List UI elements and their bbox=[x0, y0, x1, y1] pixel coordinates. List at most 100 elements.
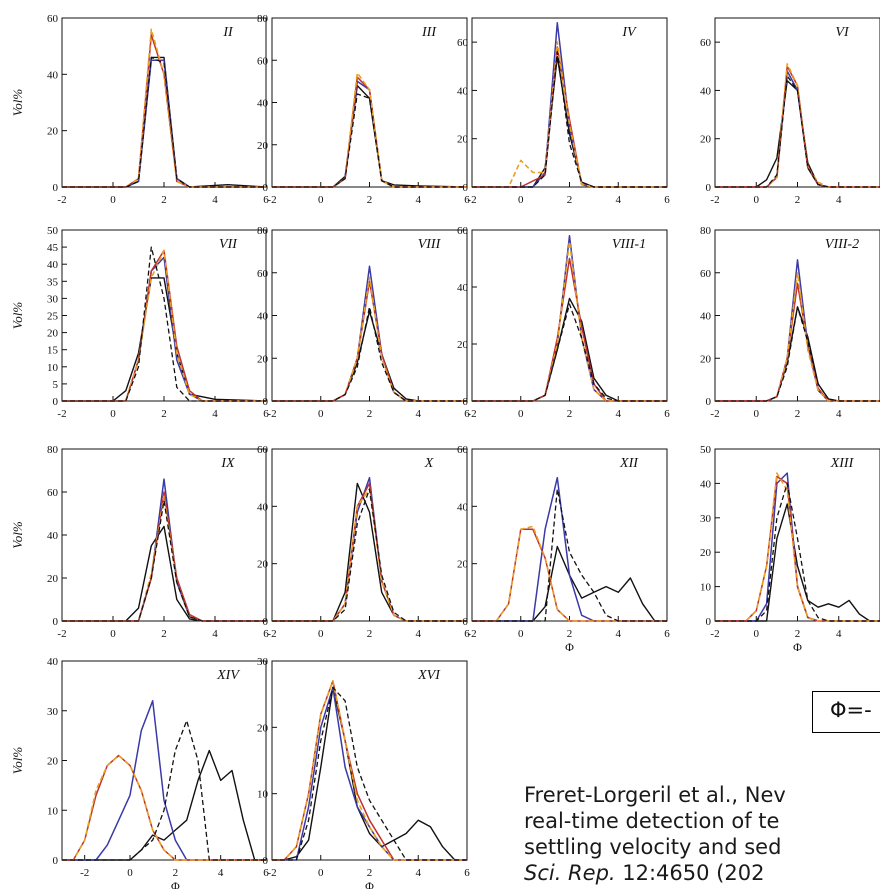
plot-frame bbox=[271, 660, 468, 861]
citation-journal: Sci. Rep. bbox=[524, 861, 616, 885]
series-black-solid-xiv bbox=[62, 749, 266, 861]
y-tick-label: 80 bbox=[257, 13, 269, 25]
x-tick-label: 4 bbox=[416, 628, 422, 640]
x-tick-label: -2 bbox=[467, 408, 476, 420]
series-black-solid-viii-2 bbox=[715, 306, 880, 402]
plot-frame bbox=[61, 448, 267, 622]
y-tick-label: 20 bbox=[700, 134, 712, 146]
x-tick-label: 2 bbox=[567, 408, 573, 420]
panel-xiv: 0 10 20 30 40 -2 0 2 4 6 XIV Vol% Φ bbox=[10, 656, 269, 889]
x-tick-label: 0 bbox=[318, 628, 324, 640]
y-tick-label: 0 bbox=[53, 855, 59, 867]
y-tick-label: 0 bbox=[53, 616, 59, 628]
y-tick-label: 60 bbox=[457, 37, 469, 49]
x-tick-label: 0 bbox=[754, 628, 760, 640]
y-tick-label: 60 bbox=[47, 487, 59, 499]
x-tick-label: 6 bbox=[263, 408, 269, 420]
y-tick-label: 60 bbox=[457, 444, 469, 456]
series-orange-dashed-ix bbox=[62, 495, 266, 622]
series-black-dashed-viii-1 bbox=[472, 303, 667, 402]
series-orange-dashed-vi bbox=[715, 63, 880, 188]
series-black-solid-vi bbox=[715, 80, 880, 188]
x-tick-label: 6 bbox=[464, 628, 470, 640]
series-blue-solid-x bbox=[272, 476, 467, 622]
x-tick-label: -2 bbox=[57, 194, 66, 206]
y-tick-label: 0 bbox=[263, 396, 269, 408]
x-tick-label: 2 bbox=[567, 194, 573, 206]
series-red-solid-viii bbox=[272, 280, 467, 402]
series-black-solid-vii bbox=[62, 277, 267, 402]
y-tick-label: 20 bbox=[47, 328, 59, 340]
panel-title: XIV bbox=[216, 668, 240, 683]
plot-frame bbox=[271, 229, 468, 402]
y-tick-label: 20 bbox=[47, 756, 59, 768]
x-tick-label: 0 bbox=[318, 867, 324, 879]
y-tick-label: 20 bbox=[257, 559, 269, 571]
citation-volume: 12:4650 (202 bbox=[615, 861, 765, 885]
series-orange-dashed-iii bbox=[272, 72, 467, 188]
y-tick-label: 40 bbox=[257, 98, 269, 110]
y-tick-label: 80 bbox=[257, 225, 269, 237]
series-black-solid-x bbox=[272, 482, 467, 622]
x-tick-label: 2 bbox=[795, 408, 801, 420]
citation-line-4: Sci. Rep. 12:4650 (202 bbox=[524, 860, 786, 886]
plot-frame bbox=[714, 17, 880, 188]
panel-title: IV bbox=[621, 25, 637, 40]
x-tick-label: -2 bbox=[710, 408, 719, 420]
x-tick-label: 4 bbox=[836, 194, 842, 206]
y-tick-label: 0 bbox=[53, 182, 59, 194]
series-red-solid-iv bbox=[472, 46, 667, 188]
x-tick-label: 0 bbox=[754, 194, 760, 206]
y-tick-label: 10 bbox=[47, 805, 59, 817]
y-tick-label: 60 bbox=[700, 268, 712, 280]
series-blue-solid-xii bbox=[472, 476, 667, 622]
x-tick-label: 4 bbox=[616, 628, 622, 640]
y-tick-label: 40 bbox=[700, 85, 712, 97]
y-tick-label: 20 bbox=[257, 722, 269, 734]
y-tick-label: 60 bbox=[47, 13, 59, 25]
x-tick-label: 2 bbox=[795, 194, 801, 206]
y-tick-label: 60 bbox=[700, 37, 712, 49]
y-tick-label: 20 bbox=[257, 353, 269, 365]
series-orange-dashed-xvi bbox=[272, 680, 467, 861]
y-axis-label: Vol% bbox=[10, 302, 25, 330]
series-black-dashed-xiii bbox=[715, 482, 880, 622]
y-tick-label: 20 bbox=[457, 134, 469, 146]
series-orange-dashed-viii-1 bbox=[472, 240, 667, 402]
series-red-solid-x bbox=[272, 482, 467, 622]
x-tick-label: -2 bbox=[710, 194, 719, 206]
citation-line-3: settling velocity and sed bbox=[524, 835, 782, 859]
x-tick-label: 0 bbox=[754, 408, 760, 420]
y-tick-label: 60 bbox=[457, 225, 469, 237]
series-blue-solid-viii bbox=[272, 265, 467, 402]
y-tick-label: 0 bbox=[263, 182, 269, 194]
series-black-dashed-ii bbox=[62, 56, 266, 188]
y-tick-label: 0 bbox=[463, 182, 469, 194]
y-tick-label: 60 bbox=[257, 55, 269, 67]
y-tick-label: 40 bbox=[700, 311, 712, 323]
panel-title: II bbox=[222, 25, 234, 40]
series-black-solid-ix bbox=[62, 525, 266, 622]
panel-title: VI bbox=[835, 25, 850, 40]
series-blue-solid-viii-2 bbox=[715, 259, 880, 402]
series-red-solid-vii bbox=[62, 249, 266, 402]
x-tick-label: -2 bbox=[57, 628, 66, 640]
panel-title: X bbox=[424, 456, 434, 471]
series-red-solid-xiii bbox=[715, 475, 880, 622]
x-tick-label: 6 bbox=[263, 867, 269, 879]
x-tick-label: -2 bbox=[267, 194, 276, 206]
x-tick-label: -2 bbox=[267, 867, 276, 879]
x-tick-label: -2 bbox=[80, 867, 89, 879]
series-red-solid-xii bbox=[472, 528, 667, 622]
plot-frame bbox=[61, 660, 267, 861]
x-tick-label: 6 bbox=[464, 867, 470, 879]
x-tick-label: 2 bbox=[795, 628, 801, 640]
x-tick-label: 6 bbox=[263, 628, 269, 640]
y-tick-label: 30 bbox=[257, 656, 269, 668]
plot-frame bbox=[471, 229, 668, 402]
y-tick-label: 50 bbox=[700, 444, 712, 456]
x-axis-label: Φ bbox=[171, 879, 180, 889]
